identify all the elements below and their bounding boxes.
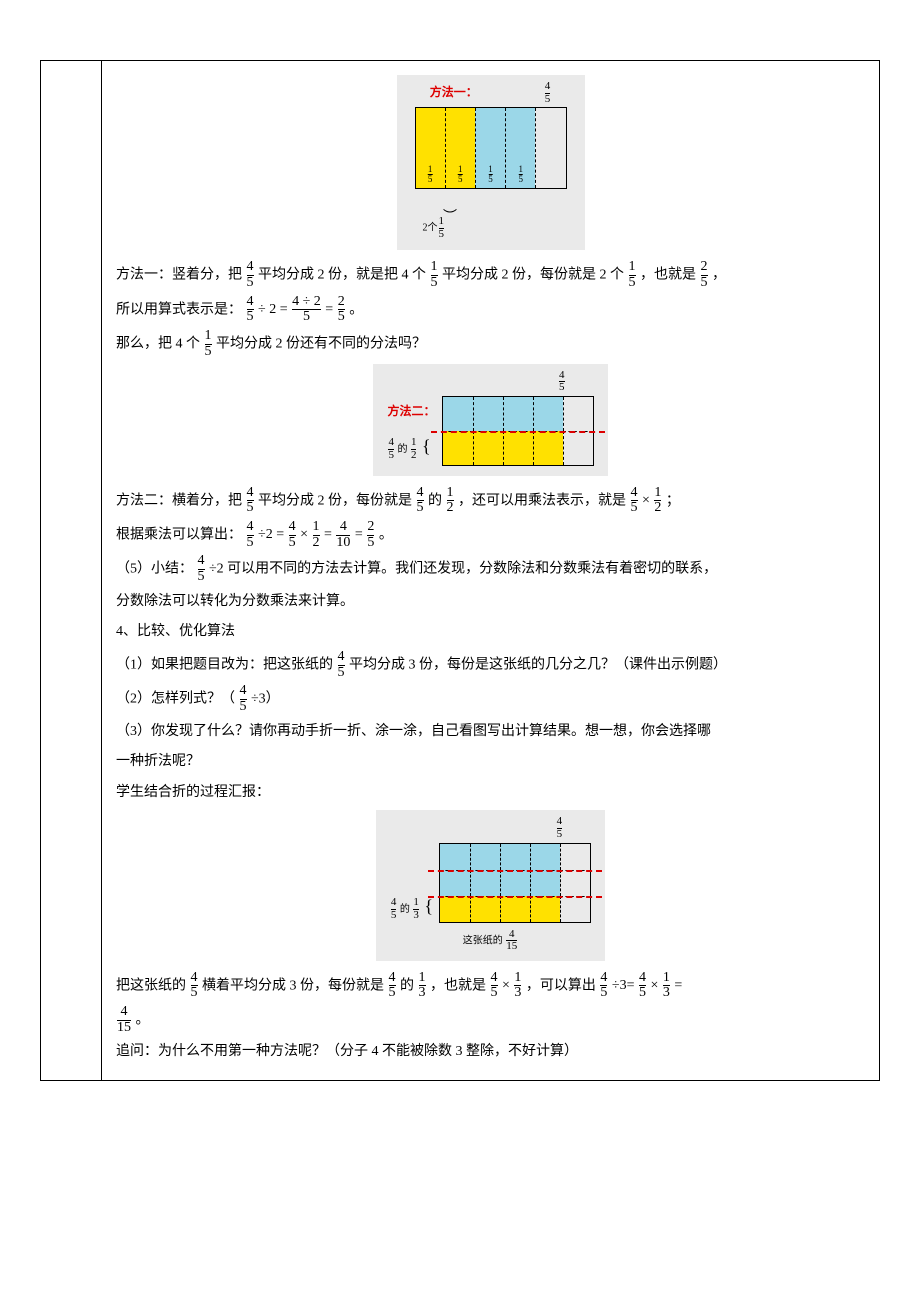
method1-equation: 所以用算式表示是： 45 ÷ 2 = 4 ÷ 25 = 25 。	[116, 295, 865, 325]
diagram-3-bottom-label: 这张纸的	[463, 935, 503, 946]
page: 方法一： 4 5 15 15 15 15	[0, 0, 920, 1141]
content-table: 方法一： 4 5 15 15 15 15	[40, 60, 880, 1081]
method1-line1: 方法一：竖着分，把 45 平均分成 2 份，就是把 4 个 15 平均分成 2 …	[116, 260, 865, 290]
result-line-2: 415 。	[116, 1005, 865, 1035]
left-empty-column	[41, 61, 102, 1080]
summary-5: （5）小结： 45 ÷2 可以用不同的方法去计算。我们还发现，分数除法和分数乘法…	[116, 554, 865, 584]
section-4-title: 4、比较、优化算法	[116, 619, 865, 646]
diagram-2-title: 方法二：	[387, 400, 435, 423]
method2-line1: 方法二：横着分，把 45 平均分成 2 份，每份就是 45 的 12 ，还可以用…	[116, 486, 865, 516]
diagram-2: 45 方法二： 45 的 12 {	[116, 364, 865, 476]
q3c: 学生结合折的过程汇报：	[116, 780, 865, 807]
summary-5b: 分数除法可以转化为分数乘法来计算。	[116, 589, 865, 616]
q1: （1）如果把题目改为：把这张纸的 45 平均分成 3 份，每份是这张纸的几分之几…	[116, 650, 865, 680]
result-line: 把这张纸的 45 横着平均分成 3 份，每份就是 45 的 13 ，也就是 45…	[116, 971, 865, 1001]
method2-equation: 根据乘法可以算出： 45 ÷2 = 45 × 12 = 410 = 25 。	[116, 520, 865, 550]
q3b: 一种折法呢？	[116, 749, 865, 776]
diagram-1-top-frac: 4 5	[545, 81, 551, 105]
diagram-1: 方法一： 4 5 15 15 15 15	[116, 75, 865, 250]
diagram-3: 45 45 的 13 {	[116, 810, 865, 960]
diagram-1-title: 方法一：	[430, 85, 478, 99]
q2: （2）怎样列式？（ 45 ÷3）	[116, 684, 865, 714]
method1-question: 那么，把 4 个 15 平均分成 2 份还有不同的分法吗？	[116, 329, 865, 359]
diagram-1-rect: 15 15 15 15	[415, 107, 567, 189]
q3a: （3）你发现了什么？请你再动手折一折、涂一涂，自己看图写出计算结果。想一想，你会…	[116, 719, 865, 746]
main-content: 方法一： 4 5 15 15 15 15	[102, 61, 879, 1080]
follow-up: 追问：为什么不用第一种方法呢？（分子 4 不能被除数 3 整除，不好计算）	[116, 1039, 865, 1066]
